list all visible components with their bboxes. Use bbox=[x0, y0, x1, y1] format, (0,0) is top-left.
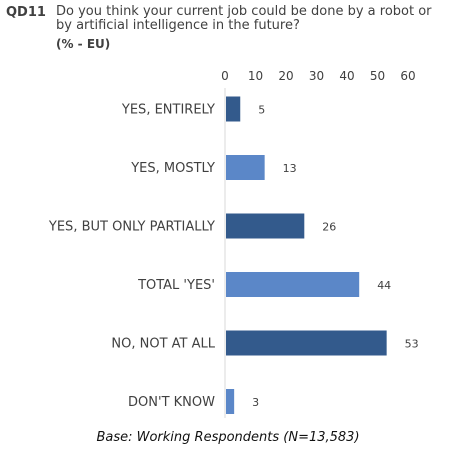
question-text: Do you think your current job could be d… bbox=[56, 4, 432, 33]
bar bbox=[226, 96, 241, 122]
bar bbox=[226, 213, 305, 239]
data-label: 53 bbox=[405, 338, 419, 351]
category-label: DON'T KNOW bbox=[128, 395, 215, 410]
x-tick-label: 40 bbox=[339, 69, 354, 83]
x-tick-label: 0 bbox=[221, 69, 229, 83]
x-tick-label: 50 bbox=[370, 69, 385, 83]
bar bbox=[226, 330, 387, 356]
category-label: YES, BUT ONLY PARTIALLY bbox=[48, 220, 215, 235]
category-label: YES, MOSTLY bbox=[130, 161, 215, 176]
unit-label: (% - EU) bbox=[56, 37, 111, 51]
x-tick-label: 30 bbox=[309, 69, 324, 83]
data-label: 13 bbox=[283, 162, 297, 175]
question-code: QD11 bbox=[6, 5, 46, 20]
category-label: NO, NOT AT ALL bbox=[111, 337, 215, 352]
base-footnote: Base: Working Respondents (N=13,583) bbox=[96, 430, 360, 445]
category-label: TOTAL 'YES' bbox=[137, 278, 215, 293]
bar bbox=[226, 155, 265, 180]
data-label: 26 bbox=[322, 221, 336, 234]
data-label: 3 bbox=[252, 396, 259, 409]
x-tick-label: 20 bbox=[278, 69, 293, 83]
data-label: 5 bbox=[258, 104, 265, 117]
bar bbox=[226, 272, 360, 297]
category-label: YES, ENTIRELY bbox=[121, 103, 215, 118]
x-tick-label: 60 bbox=[400, 69, 415, 83]
data-label: 44 bbox=[377, 279, 391, 292]
bar bbox=[226, 389, 235, 414]
x-tick-label: 10 bbox=[248, 69, 263, 83]
